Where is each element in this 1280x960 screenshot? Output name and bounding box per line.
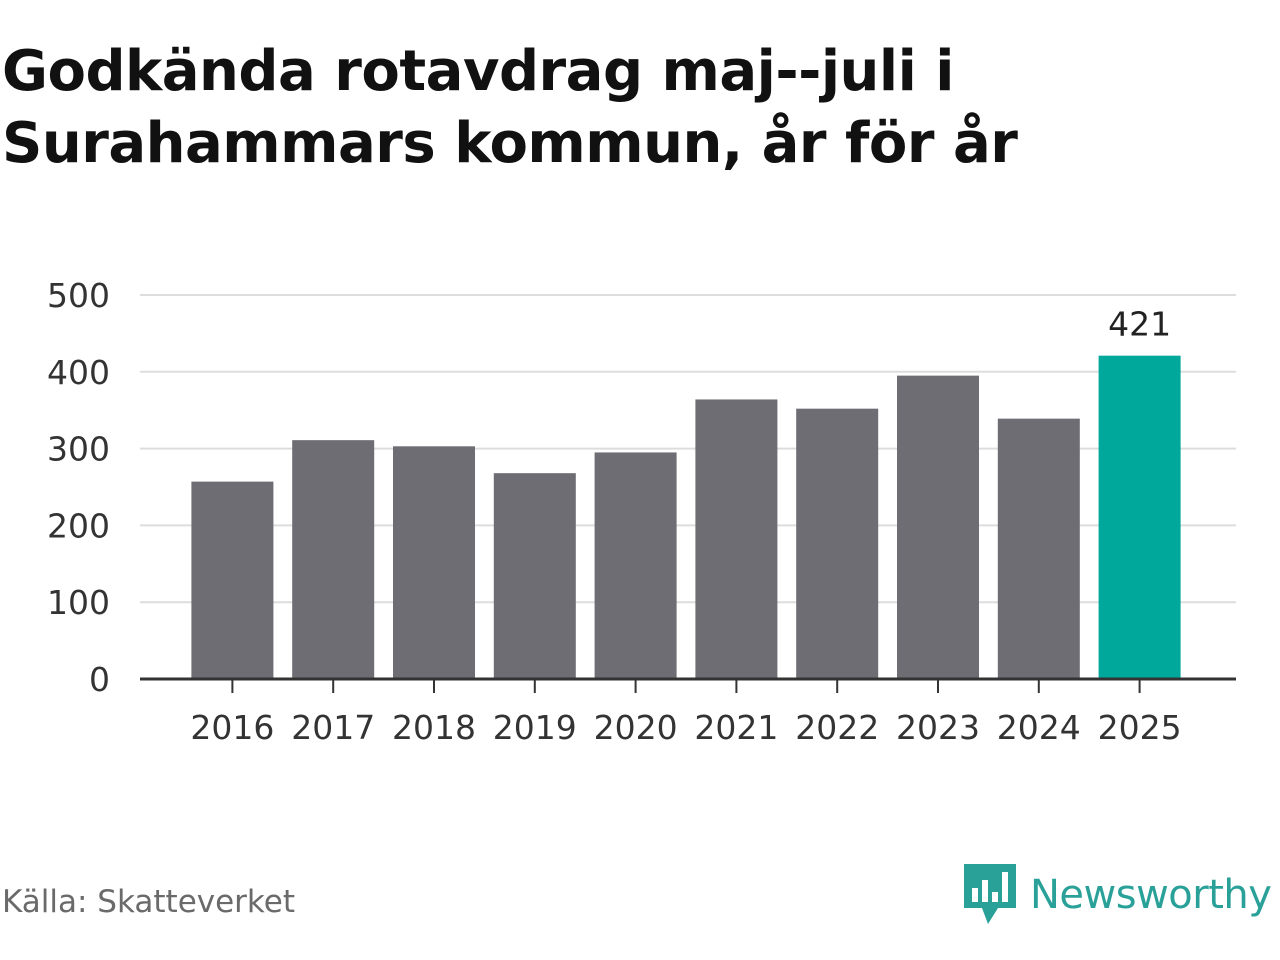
bar-2022	[796, 408, 879, 679]
y-tick-label-0: 0	[89, 660, 110, 699]
x-axis-tick-labels: 2016 2017 2018 2019 2020 2021 2022 2023 2024 2025	[190, 708, 1181, 747]
bars	[191, 355, 1181, 679]
x-tick-label-2019: 2019	[493, 708, 577, 747]
y-tick-label-300: 300	[47, 430, 110, 469]
bar-2016	[191, 481, 274, 679]
x-tick-label-2018: 2018	[392, 708, 476, 747]
brand-name: Newsworthy	[1030, 872, 1272, 918]
x-tick-label-2024: 2024	[997, 708, 1081, 747]
y-tick-label-100: 100	[47, 583, 110, 622]
chart-title: Godkända rotavdrag maj--juli i Surahamma…	[2, 39, 1018, 176]
x-tick-label-2016: 2016	[190, 708, 274, 747]
x-tick-label-2023: 2023	[896, 708, 980, 747]
x-tick-label-2021: 2021	[694, 708, 778, 747]
bar-2023	[897, 375, 979, 679]
bar-2024	[997, 418, 1080, 679]
x-tick-label-2020: 2020	[594, 708, 678, 747]
x-axis	[140, 677, 1236, 693]
bar-2021	[695, 399, 778, 679]
source-credit: Källa: Skatteverket	[2, 884, 296, 920]
x-tick-label-2022: 2022	[795, 708, 879, 747]
data-labels: 421	[1108, 305, 1171, 344]
y-tick-label-500: 500	[47, 276, 110, 315]
data-label-2025: 421	[1108, 305, 1171, 344]
y-tick-label-400: 400	[47, 353, 110, 392]
x-tick-label-2025: 2025	[1098, 708, 1182, 747]
newsworthy-logo-icon	[964, 864, 1016, 924]
y-tick-label-200: 200	[47, 506, 110, 545]
y-axis-tick-labels: 0 100 200 300 400 500	[47, 276, 110, 699]
bar-2020	[594, 452, 677, 679]
bar-2017	[292, 440, 375, 679]
bar-2019	[493, 473, 576, 679]
x-tick-label-2017: 2017	[291, 708, 375, 747]
bar-2018	[393, 446, 475, 679]
bar-2025	[1098, 355, 1181, 679]
brand-logo[interactable]: Newsworthy	[964, 864, 1272, 926]
